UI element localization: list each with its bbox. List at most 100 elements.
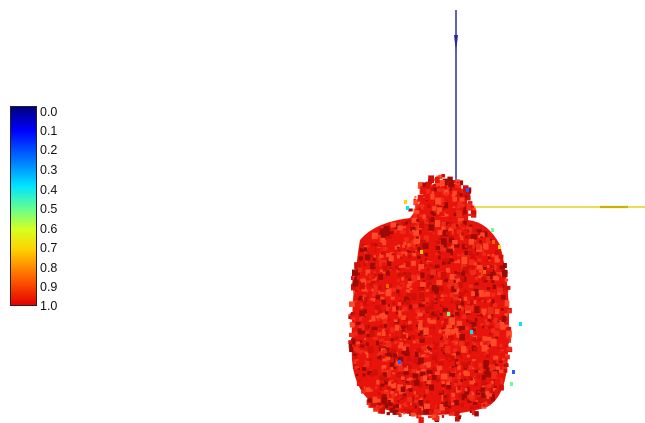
particle	[476, 243, 481, 250]
particle	[423, 363, 426, 366]
particle	[418, 382, 423, 388]
particle	[458, 281, 463, 288]
particle	[479, 404, 482, 407]
particle	[420, 186, 427, 195]
particle	[352, 343, 358, 352]
particle	[408, 254, 412, 259]
particle	[391, 393, 396, 398]
particle	[457, 385, 461, 391]
particle	[426, 188, 431, 194]
particle	[390, 382, 396, 388]
particle	[409, 246, 414, 251]
particle	[440, 246, 447, 252]
particle	[417, 320, 423, 325]
scale-label-0.5: 0.5	[40, 202, 58, 216]
particle	[499, 298, 505, 303]
particle	[423, 375, 428, 382]
particle	[402, 244, 405, 248]
particle	[488, 260, 491, 262]
particle	[477, 397, 483, 404]
particle	[448, 280, 454, 286]
particle	[506, 337, 512, 343]
particle	[385, 342, 392, 348]
particle	[473, 288, 479, 296]
particle	[451, 286, 457, 293]
particle	[415, 324, 419, 328]
particle	[430, 218, 435, 223]
particle	[412, 344, 418, 351]
particle	[397, 404, 402, 409]
particle	[384, 403, 389, 409]
particle	[449, 408, 453, 413]
particle	[367, 291, 373, 297]
particle	[386, 352, 393, 358]
particle	[486, 385, 491, 391]
particle	[359, 282, 365, 290]
particle	[393, 319, 398, 323]
particle	[429, 312, 434, 319]
particle	[380, 272, 383, 275]
particle	[365, 361, 370, 366]
particle	[388, 369, 392, 373]
particle	[449, 371, 455, 378]
particle	[394, 265, 398, 270]
particle	[376, 291, 380, 296]
particle	[456, 352, 462, 359]
particle	[485, 336, 492, 341]
particle	[469, 320, 473, 322]
particle	[359, 316, 363, 321]
particle	[360, 386, 363, 389]
particle	[434, 399, 439, 405]
particle	[458, 311, 463, 317]
particle	[486, 384, 491, 388]
particle	[394, 323, 398, 326]
particle	[393, 240, 398, 246]
particle	[357, 262, 363, 266]
particle	[501, 308, 504, 311]
particle	[488, 387, 495, 393]
particle	[454, 197, 457, 201]
particle	[455, 331, 459, 336]
scale-label-0.9: 0.9	[40, 280, 58, 294]
particle	[477, 367, 482, 371]
particle	[406, 401, 413, 410]
particle	[348, 314, 351, 316]
particle	[413, 340, 416, 343]
particle	[397, 246, 400, 249]
particle	[444, 340, 449, 345]
particle	[423, 409, 429, 415]
particle	[368, 246, 375, 255]
particle	[507, 335, 510, 338]
particle	[478, 298, 483, 302]
particle	[413, 213, 417, 218]
particle	[439, 294, 444, 297]
particle	[468, 213, 472, 216]
particle	[386, 256, 389, 260]
particle	[357, 297, 362, 301]
particle	[507, 308, 511, 314]
particle	[403, 409, 406, 412]
particle	[430, 269, 437, 276]
particle	[468, 259, 475, 266]
particle	[372, 301, 376, 305]
particle	[397, 248, 401, 252]
particle	[476, 261, 481, 265]
particle	[446, 361, 452, 368]
particle	[447, 351, 453, 356]
colored-speck	[398, 360, 401, 364]
particle	[419, 326, 423, 331]
particle	[494, 389, 498, 395]
particle	[466, 226, 472, 235]
particle	[381, 397, 387, 405]
particle	[395, 312, 399, 315]
particle	[441, 336, 444, 339]
particle	[379, 253, 384, 258]
particle	[360, 303, 363, 306]
particle	[466, 203, 473, 211]
particle	[449, 258, 454, 262]
particle	[407, 253, 411, 255]
particle	[483, 367, 490, 375]
particle	[447, 297, 454, 302]
particle	[448, 181, 454, 188]
